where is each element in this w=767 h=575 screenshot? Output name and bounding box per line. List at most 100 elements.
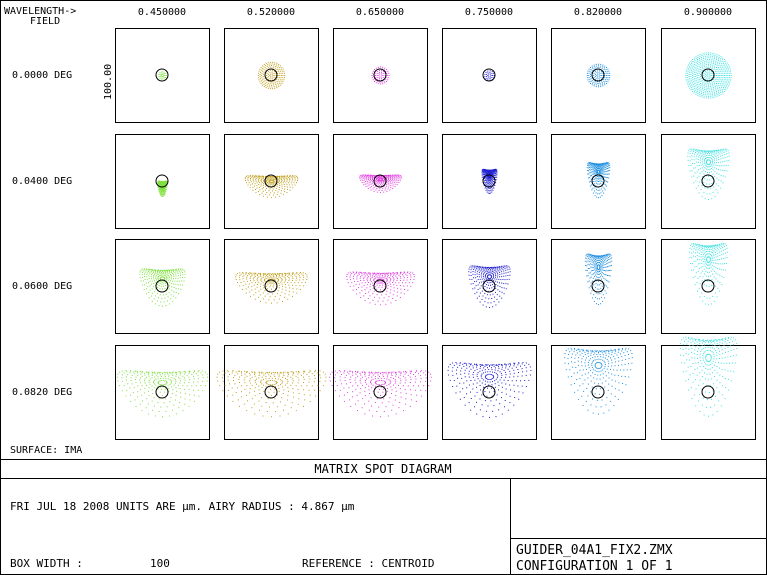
spot-point: [191, 374, 193, 375]
spot-point: [271, 175, 273, 177]
spot-point: [281, 79, 283, 81]
spot-point: [710, 87, 712, 89]
spot-point: [602, 169, 604, 171]
spot-point: [491, 73, 493, 74]
spot-point: [380, 175, 381, 177]
spot-point: [594, 170, 596, 172]
spot-point: [158, 273, 160, 275]
spot-point: [258, 178, 260, 180]
spot-point: [276, 175, 278, 177]
spot-point: [709, 159, 710, 161]
spot-point: [366, 273, 368, 275]
spot-point: [703, 95, 705, 97]
spot-point: [159, 186, 161, 188]
spot-point: [175, 371, 177, 373]
spot-point: [695, 58, 697, 60]
spot-point: [715, 72, 717, 74]
spot-point: [607, 280, 609, 282]
spot-point: [184, 398, 186, 400]
spot-point: [701, 80, 703, 82]
spot-point: [198, 377, 200, 379]
spot-point: [709, 162, 711, 164]
spot-point: [705, 92, 707, 94]
spot-point: [148, 275, 150, 277]
spot-point: [163, 73, 165, 74]
spot-point: [268, 81, 270, 82]
spot-point: [603, 187, 605, 189]
spot-point: [166, 278, 168, 280]
spot-point: [275, 276, 277, 278]
spot-point: [291, 175, 293, 177]
spot-point: [360, 297, 362, 298]
spot-point: [157, 278, 159, 280]
spot-point: [491, 279, 493, 280]
spot-point: [376, 279, 378, 281]
spot-point: [598, 63, 599, 65]
spot-point: [161, 195, 163, 197]
spot-point: [706, 267, 708, 269]
spot-point: [392, 183, 394, 185]
spot-point: [716, 79, 718, 81]
spot-point: [269, 185, 271, 187]
spot-point: [497, 281, 499, 283]
spot-point: [263, 274, 265, 276]
spot-point: [392, 298, 394, 299]
spot-point: [147, 371, 149, 373]
spot-point: [163, 276, 165, 278]
spot-point: [491, 173, 493, 175]
spot-point: [247, 275, 248, 277]
spot-point: [608, 275, 610, 277]
spot-point: [143, 372, 145, 374]
spot-point: [709, 94, 711, 96]
spot-point: [269, 375, 271, 377]
spot-point: [708, 89, 710, 91]
spot-point: [720, 180, 722, 182]
spot-point: [602, 179, 604, 180]
spot-point: [705, 97, 707, 99]
spot-point: [702, 67, 703, 69]
spot-point: [166, 290, 168, 292]
spot-point: [383, 297, 385, 299]
spot-point: [281, 190, 282, 192]
spot-point: [692, 243, 694, 244]
spot-point: [495, 171, 497, 173]
spot-point: [285, 273, 287, 275]
spot-point: [377, 180, 379, 182]
spot-point: [718, 173, 720, 175]
spot-point: [701, 65, 703, 67]
spot-point: [719, 72, 721, 74]
spot-point: [719, 68, 721, 70]
spot-point: [146, 272, 148, 274]
spot-point: [700, 87, 702, 89]
spot-point: [282, 285, 284, 287]
spot-point: [708, 286, 710, 287]
spot-point: [718, 94, 720, 96]
spot-point: [390, 181, 391, 183]
spot-point: [694, 172, 696, 174]
spot-point: [694, 90, 695, 92]
spot-point: [269, 61, 271, 63]
spot-point: [292, 378, 294, 380]
spot-box: [224, 134, 319, 229]
spot-point: [158, 185, 160, 186]
spot-points: [257, 61, 286, 90]
spot-point: [701, 252, 703, 253]
spot-point: [705, 54, 707, 56]
spot-point: [596, 177, 598, 179]
spot-point: [698, 255, 700, 257]
spot-point: [490, 275, 492, 277]
spot-point: [723, 277, 725, 278]
spot-point: [705, 86, 707, 88]
spot-point: [242, 278, 244, 280]
spot-point: [366, 287, 368, 289]
spot-point: [299, 279, 301, 281]
spot-point: [700, 64, 702, 66]
spot-point: [710, 171, 712, 173]
spot-point: [295, 375, 297, 377]
spot-point: [262, 184, 264, 186]
spot-point: [491, 269, 493, 271]
spot-point: [597, 165, 599, 167]
spot-point: [294, 274, 296, 276]
spot-point: [727, 64, 729, 66]
spot-point: [594, 167, 595, 169]
